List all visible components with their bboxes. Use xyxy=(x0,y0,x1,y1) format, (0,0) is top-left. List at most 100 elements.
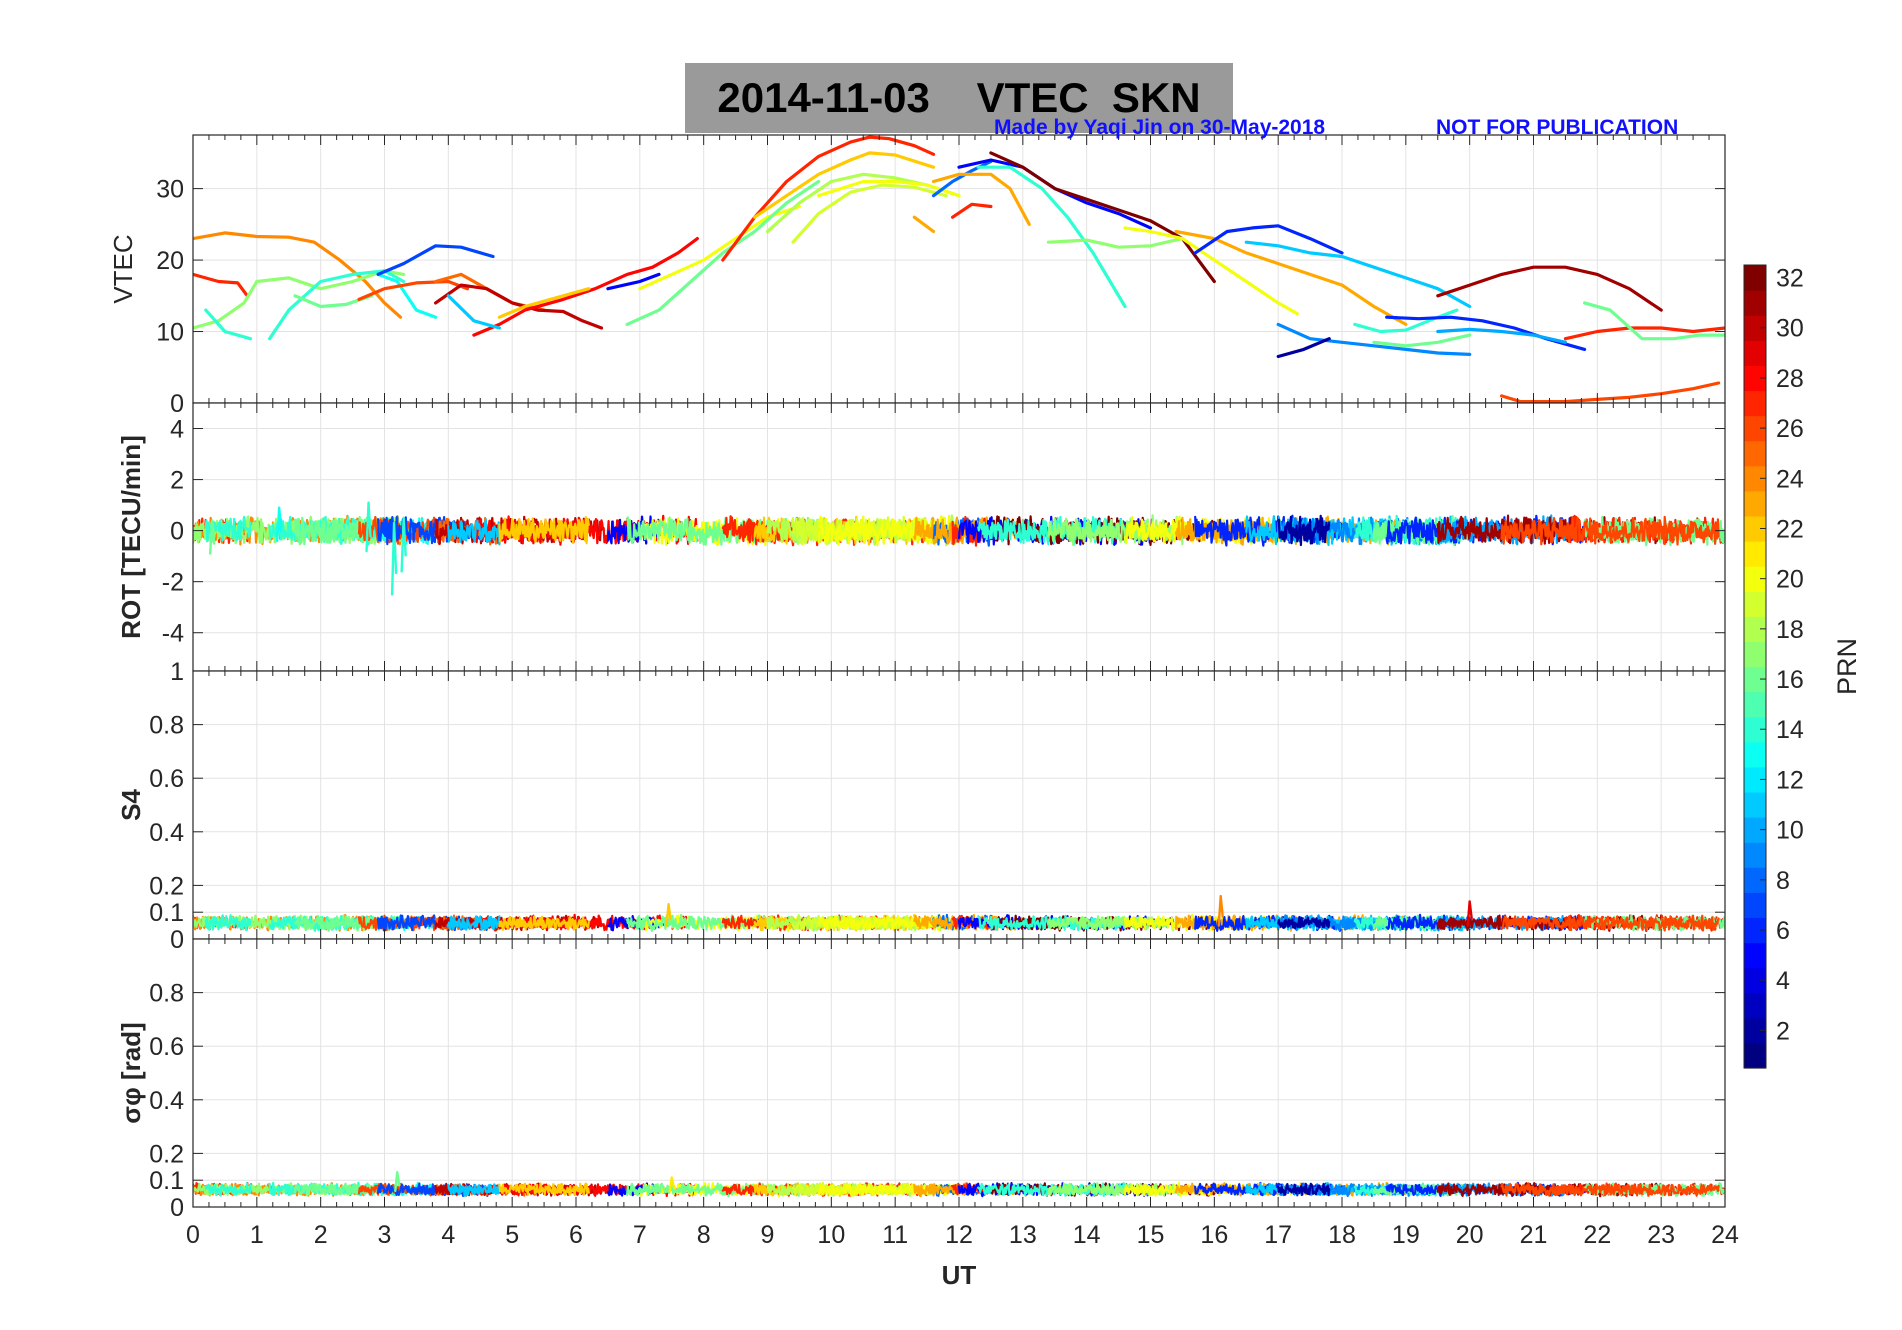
sigphi-series-prn-26 xyxy=(1500,1182,1720,1197)
vtec-track-prn-23 xyxy=(912,215,936,234)
vtec-track-prn-17 xyxy=(1046,237,1184,249)
colorbar-segment xyxy=(1744,616,1766,643)
s4-series-prn-11 xyxy=(447,915,501,931)
x-tick-label: 14 xyxy=(1073,1221,1101,1249)
s4-spike-prn-29 xyxy=(1466,900,1473,927)
y-tick-label: 0.1 xyxy=(149,899,184,927)
x-tick-label: 9 xyxy=(761,1221,775,1249)
panel-s4-data xyxy=(193,894,1725,932)
x-tick-label: 3 xyxy=(378,1221,392,1249)
y-tick-label: 0.6 xyxy=(149,1033,184,1061)
sigphi-spike-prn-16 xyxy=(394,1170,401,1193)
s4-spike-prn-24 xyxy=(1217,894,1224,927)
colorbar-tick-label: 20 xyxy=(1776,566,1804,594)
colorbar-tick-label: 32 xyxy=(1776,265,1804,293)
x-tick-label: 8 xyxy=(697,1221,711,1249)
y-tick-label: 0.2 xyxy=(149,872,184,900)
colorbar-segment xyxy=(1744,1017,1766,1044)
x-tick-label: 13 xyxy=(1009,1221,1037,1249)
colorbar-segment xyxy=(1744,340,1766,366)
colorbar-tick-label: 14 xyxy=(1776,716,1804,744)
colorbar-segment xyxy=(1744,415,1766,442)
publication-notice: NOT FOR PUBLICATION xyxy=(1436,116,1679,139)
panel-rot-data xyxy=(193,501,1725,596)
colorbar-segment xyxy=(1744,566,1766,592)
s4-spike-prn-22 xyxy=(665,902,672,927)
colorbar-segment xyxy=(1744,892,1766,919)
vtec-track-prn-16 xyxy=(625,179,821,326)
vtec-track-prn-14 xyxy=(268,269,406,341)
panel-vtec: 0 10 20 30 VTEC xyxy=(108,134,1726,418)
rot-spike-prn-16 xyxy=(208,519,216,555)
y-tick-label: 0 xyxy=(170,926,184,954)
y-tick-label: 10 xyxy=(156,319,184,347)
y-tick-label: 20 xyxy=(156,247,184,275)
colorbar-tick-label: 2 xyxy=(1776,1017,1790,1045)
x-tick-label: 23 xyxy=(1647,1221,1675,1249)
rot-series-prn-26 xyxy=(1500,515,1720,546)
colorbar-tick-label: 10 xyxy=(1776,817,1804,845)
y-tick-label: 0.2 xyxy=(149,1140,184,1168)
rot-spike-prn-14 xyxy=(400,516,407,573)
rot-series-prn-22 xyxy=(498,516,590,545)
colorbar-segment xyxy=(1744,1042,1766,1069)
x-tick-label: 10 xyxy=(817,1221,845,1249)
vtec-track-prn-23 xyxy=(931,172,1031,226)
x-tick-label: 19 xyxy=(1392,1221,1420,1249)
panel-rot: -4 -2 0 2 4 ROT [TECU/min] xyxy=(116,402,1726,672)
vtec-track-prn-2 xyxy=(1276,337,1331,359)
x-tick-label: 4 xyxy=(441,1221,455,1249)
colorbar-tick-label: 12 xyxy=(1776,766,1804,794)
vtec-track-prn-19 xyxy=(791,183,948,244)
y-tick-label: 4 xyxy=(170,416,184,444)
s4-series-prn-23 xyxy=(913,914,935,930)
vtec-track-prn-5 xyxy=(606,272,661,291)
rot-series-prn-2 xyxy=(1277,514,1331,547)
rot-spike-prn-14 xyxy=(390,521,398,596)
y-tick-label: 0.8 xyxy=(149,712,184,740)
colorbar-tick-label: 26 xyxy=(1776,415,1804,443)
colorbar-segment xyxy=(1744,515,1766,542)
vtec-track-prn-9 xyxy=(1276,322,1472,356)
colorbar-segment xyxy=(1744,691,1766,718)
x-tick-label: 17 xyxy=(1264,1221,1292,1249)
vtec-track-prn-27 xyxy=(1563,326,1725,341)
colorbar-tick-label: 4 xyxy=(1776,967,1790,995)
x-tick-label: 18 xyxy=(1328,1221,1356,1249)
y-axis-label-s4: S4 xyxy=(116,789,146,821)
s4-series-prn-2 xyxy=(1277,916,1331,930)
colorbar-segment xyxy=(1744,817,1766,843)
x-tick-label: 22 xyxy=(1583,1221,1611,1249)
sigphi-series-prn-23 xyxy=(913,1183,935,1198)
x-axis-label: UT xyxy=(942,1260,977,1290)
vtec-track-prn-11 xyxy=(1244,240,1472,309)
x-tick-label: 16 xyxy=(1200,1221,1228,1249)
x-tick-label: 1 xyxy=(250,1221,264,1249)
vtec-track-prn-27 xyxy=(951,202,993,219)
y-tick-label: 0 xyxy=(170,390,184,418)
x-axis: 0 1 2 3 4 5 6 7 8 9 10 11 12 13 14 15 16 17 18 19 20 21 22 23 24… xyxy=(186,1221,1739,1290)
vtec-track-prn-16 xyxy=(1583,301,1725,341)
vtec-track-prn-20 xyxy=(1123,226,1299,316)
vtec-track-prn-14 xyxy=(1353,308,1459,334)
x-tick-label: 24 xyxy=(1711,1221,1739,1249)
vtec-track-prn-27 xyxy=(193,272,249,298)
colorbar-segment xyxy=(1744,290,1766,316)
colorbar-tick-label: 30 xyxy=(1776,315,1804,343)
panel-sigphi-data xyxy=(193,1170,1725,1198)
vtec-track-prn-6 xyxy=(1193,224,1344,255)
vtec-track-prn-16 xyxy=(1372,333,1472,348)
vtec-track-prn-28 xyxy=(472,237,699,337)
colorbar-tick-label: 18 xyxy=(1776,616,1804,644)
y-axis-label-rot: ROT [TECU/min] xyxy=(116,435,146,639)
s4-series-prn-22 xyxy=(498,915,590,931)
y-tick-label: 0 xyxy=(170,518,184,546)
colorbar-segment xyxy=(1744,992,1766,1019)
colorbar-segment xyxy=(1744,741,1766,768)
panel-s4-ticks xyxy=(192,670,1726,940)
x-tick-label: 2 xyxy=(314,1221,328,1249)
vtec-track-prn-14 xyxy=(204,308,252,341)
